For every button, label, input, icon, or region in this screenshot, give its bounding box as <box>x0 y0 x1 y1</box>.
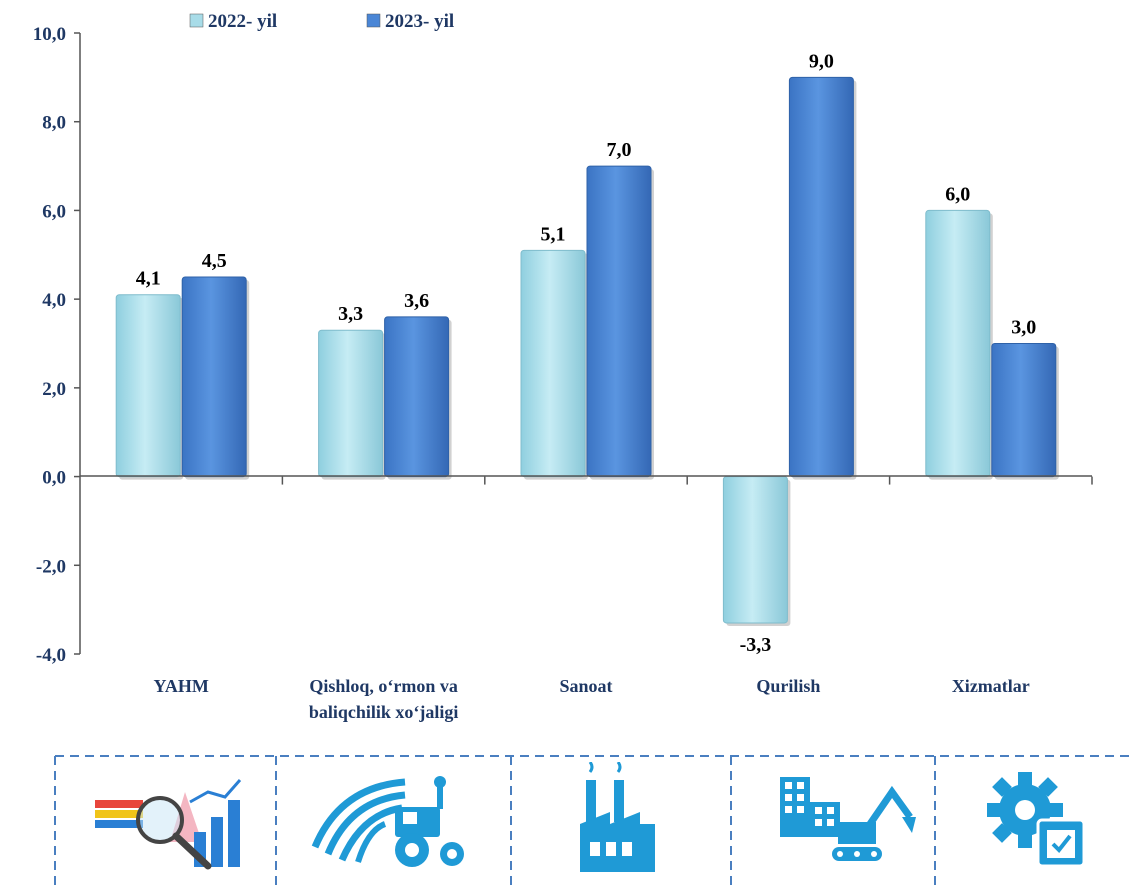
legend: 2022- yil 2023- yil <box>189 11 454 32</box>
bar-2022-1 <box>318 329 384 478</box>
legend-label: 2023- yil <box>385 11 454 32</box>
data-label: 5,1 <box>541 223 566 245</box>
yahm-analytics-icon <box>90 762 250 877</box>
category-label: YAHM <box>154 676 209 696</box>
data-label: 4,1 <box>136 268 161 290</box>
bar-2023-2 <box>586 165 652 478</box>
y-tick-label: 4,0 <box>42 290 66 311</box>
data-label: 4,5 <box>202 250 227 272</box>
y-tick-label: 2,0 <box>42 379 66 400</box>
data-label: -3,3 <box>740 634 772 656</box>
legend-swatch <box>189 13 204 28</box>
category-label: Qurilish <box>756 676 820 696</box>
y-tick-label: 6,0 <box>42 201 66 222</box>
y-tick-label: 10,0 <box>33 24 66 45</box>
y-tick-label: 0,0 <box>42 468 66 489</box>
category-label: Qishloq, o‘rmon va <box>309 676 458 696</box>
category-label: Xizmatlar <box>952 676 1030 696</box>
bar-2023-0 <box>181 276 247 478</box>
y-tick-label: -4,0 <box>36 645 66 666</box>
data-label: 3,3 <box>338 303 363 325</box>
industry-factory-icon <box>540 761 700 877</box>
data-label: 7,0 <box>607 139 632 161</box>
data-label: 6,0 <box>945 183 970 205</box>
bar-2022-0 <box>115 294 181 478</box>
category-label: Sanoat <box>559 676 612 696</box>
data-label: 3,0 <box>1011 317 1036 339</box>
bar-2023-3 <box>788 76 854 478</box>
bar-2023-1 <box>384 316 450 478</box>
category-label: baliqchilik xo‘jaligi <box>309 702 459 722</box>
dashed-frame <box>54 755 1135 887</box>
y-tick-label: -2,0 <box>36 556 66 577</box>
chart: 10,0 8,0 6,0 4,0 2,0 0,0 -2,0 -4,0 4,1 4,5 YAHM 3,… <box>33 11 1093 722</box>
bar-2022-4 <box>925 209 991 478</box>
bar-2023-4 <box>991 343 1057 478</box>
y-tick-label: 8,0 <box>42 113 66 134</box>
legend-swatch <box>366 13 381 28</box>
legend-label: 2022- yil <box>208 11 277 32</box>
agriculture-tractor-icon <box>310 762 470 877</box>
sector-icon-strip <box>0 752 1135 887</box>
data-label: 3,6 <box>404 290 429 312</box>
construction-excavator-icon <box>760 762 920 877</box>
bar-2022-3 <box>722 476 788 624</box>
services-gear-icon <box>960 762 1120 877</box>
bar-2022-2 <box>520 249 586 478</box>
data-label: 9,0 <box>809 50 834 72</box>
